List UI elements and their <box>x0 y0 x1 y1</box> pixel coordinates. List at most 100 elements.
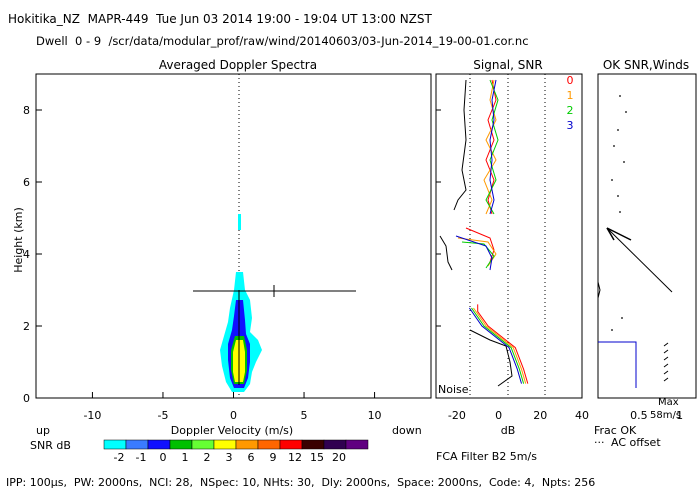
wind-barb <box>663 370 669 375</box>
colorbar-tick-label: 6 <box>248 451 255 464</box>
wind-barb <box>663 377 669 382</box>
header-line2: Dwell 0 - 9 /scr/data/modular_prof/raw/w… <box>36 34 529 48</box>
down-label: down <box>392 424 422 437</box>
signal-trace-middle <box>439 235 453 271</box>
winds-max-value: 58m/s <box>650 410 681 421</box>
winds-dot <box>617 195 619 197</box>
snr-legend-label: SNR dB <box>30 439 71 452</box>
beam-label: 0 <box>567 74 574 87</box>
wind-barb <box>663 363 669 368</box>
footer-params: IPP: 100µs, PW: 2000ns, NCI: 28, NSpec: … <box>6 476 596 489</box>
colorbar-cell <box>235 439 259 450</box>
colorbar-cell <box>323 439 347 450</box>
filter-label: FCA Filter B2 5m/s <box>436 450 537 463</box>
snr-series-line <box>473 307 527 384</box>
colorbar-tick-label: 3 <box>226 451 233 464</box>
wind-vector-head-1 <box>606 227 615 241</box>
y-axis-label: Height (km) <box>12 207 25 273</box>
colorbar-cell <box>213 439 237 450</box>
wind-vector-line <box>606 227 673 293</box>
colorbar-cell <box>147 439 171 450</box>
snr-mid-trace <box>465 227 495 263</box>
colorbar-cell <box>279 439 303 450</box>
beam-label: 1 <box>567 89 574 102</box>
colorbar-tick-label: -1 <box>136 451 147 464</box>
y-tick-label: 4 <box>23 248 30 261</box>
colorbar-tick-label: 1 <box>182 451 189 464</box>
winds-dot <box>611 179 613 181</box>
x-tick-label: 0 <box>230 409 237 422</box>
spectra-title: Averaged Doppler Spectra <box>159 58 317 72</box>
colorbar-cell <box>103 439 127 450</box>
beam-label: 3 <box>567 119 574 132</box>
colorbar-cell <box>257 439 281 450</box>
winds-x-tick-label: 1 <box>676 409 683 422</box>
winds-dot <box>619 211 621 213</box>
colorbar-cell <box>301 439 325 450</box>
noise-annotation: Noise <box>438 383 469 396</box>
snr-mid-trace <box>461 241 495 269</box>
snr-upper-trace <box>485 79 497 215</box>
wind-vector-head-2 <box>606 227 632 241</box>
winds-dot <box>617 129 619 131</box>
winds-dot <box>621 317 623 319</box>
winds-title: OK SNR,Winds <box>603 58 689 72</box>
snr-mid-trace <box>455 235 493 271</box>
y-tick-label: 6 <box>23 176 30 189</box>
x-tick-label: 10 <box>368 409 382 422</box>
velocity-error-bar <box>193 285 356 297</box>
wind-barb <box>663 356 669 361</box>
colorbar-tick-label: 20 <box>332 451 346 464</box>
colorbar-cell <box>169 439 193 450</box>
snr-xlabel: dB <box>501 424 516 437</box>
colorbar-tick-label: 2 <box>204 451 211 464</box>
y-tick-label: 2 <box>23 320 30 333</box>
snr-plot-frame <box>435 73 583 399</box>
winds-dot <box>619 95 621 97</box>
snr-title: Signal, SNR <box>473 58 542 72</box>
colorbar-tick-label: 0 <box>160 451 167 464</box>
snr-series-line <box>471 307 525 384</box>
echo-cyan-5km <box>238 214 241 230</box>
snr-x-tick-label: 0 <box>495 409 502 422</box>
colorbar-tick-label: 15 <box>310 451 324 464</box>
spectra-echo <box>220 214 262 392</box>
signal-trace-upper <box>453 79 467 211</box>
snr-x-tick-label: 40 <box>575 409 589 422</box>
header-line1: Hokitika_NZ MAPR-449 Tue Jun 03 2014 19:… <box>8 12 432 26</box>
colorbar-tick-label: 12 <box>288 451 302 464</box>
snr-series-line <box>477 304 529 384</box>
signal-trace-lower <box>469 329 513 387</box>
x-tick-label: -10 <box>83 409 101 422</box>
colorbar-cell <box>345 439 369 450</box>
up-label: up <box>36 424 50 437</box>
colorbar-cell <box>191 439 215 450</box>
wind-barb <box>663 349 669 354</box>
frac-ok-line <box>598 341 637 388</box>
frac-ok-line-small <box>597 281 601 299</box>
snr-x-tick-label: -20 <box>448 409 466 422</box>
winds-x-tick-label: 0.5 <box>630 409 648 422</box>
snr-series-line <box>468 307 522 384</box>
snr-upper-trace <box>485 79 499 215</box>
wind-barb <box>663 342 669 347</box>
snr-upper-trace <box>483 79 497 215</box>
ac-offset-dots: ··· <box>594 436 605 449</box>
x-tick-label: -5 <box>157 409 168 422</box>
y-tick-label: 0 <box>23 392 30 405</box>
ac-offset-label: AC offset <box>611 436 661 449</box>
x-tick-label: 5 <box>301 409 308 422</box>
winds-dot <box>623 161 625 163</box>
frac-ok-label: Frac OK <box>594 424 637 437</box>
beam-label: 2 <box>567 104 574 117</box>
winds-dot <box>625 111 627 113</box>
x-axis-label: Doppler Velocity (m/s) <box>171 424 293 437</box>
winds-max-label: Max <box>658 397 679 408</box>
snr-upper-trace <box>489 79 497 215</box>
winds-dot <box>611 329 613 331</box>
winds-plot-frame <box>597 73 697 399</box>
colorbar-tick-label: 9 <box>270 451 277 464</box>
y-tick-label: 8 <box>23 104 30 117</box>
winds-panel <box>597 95 673 388</box>
